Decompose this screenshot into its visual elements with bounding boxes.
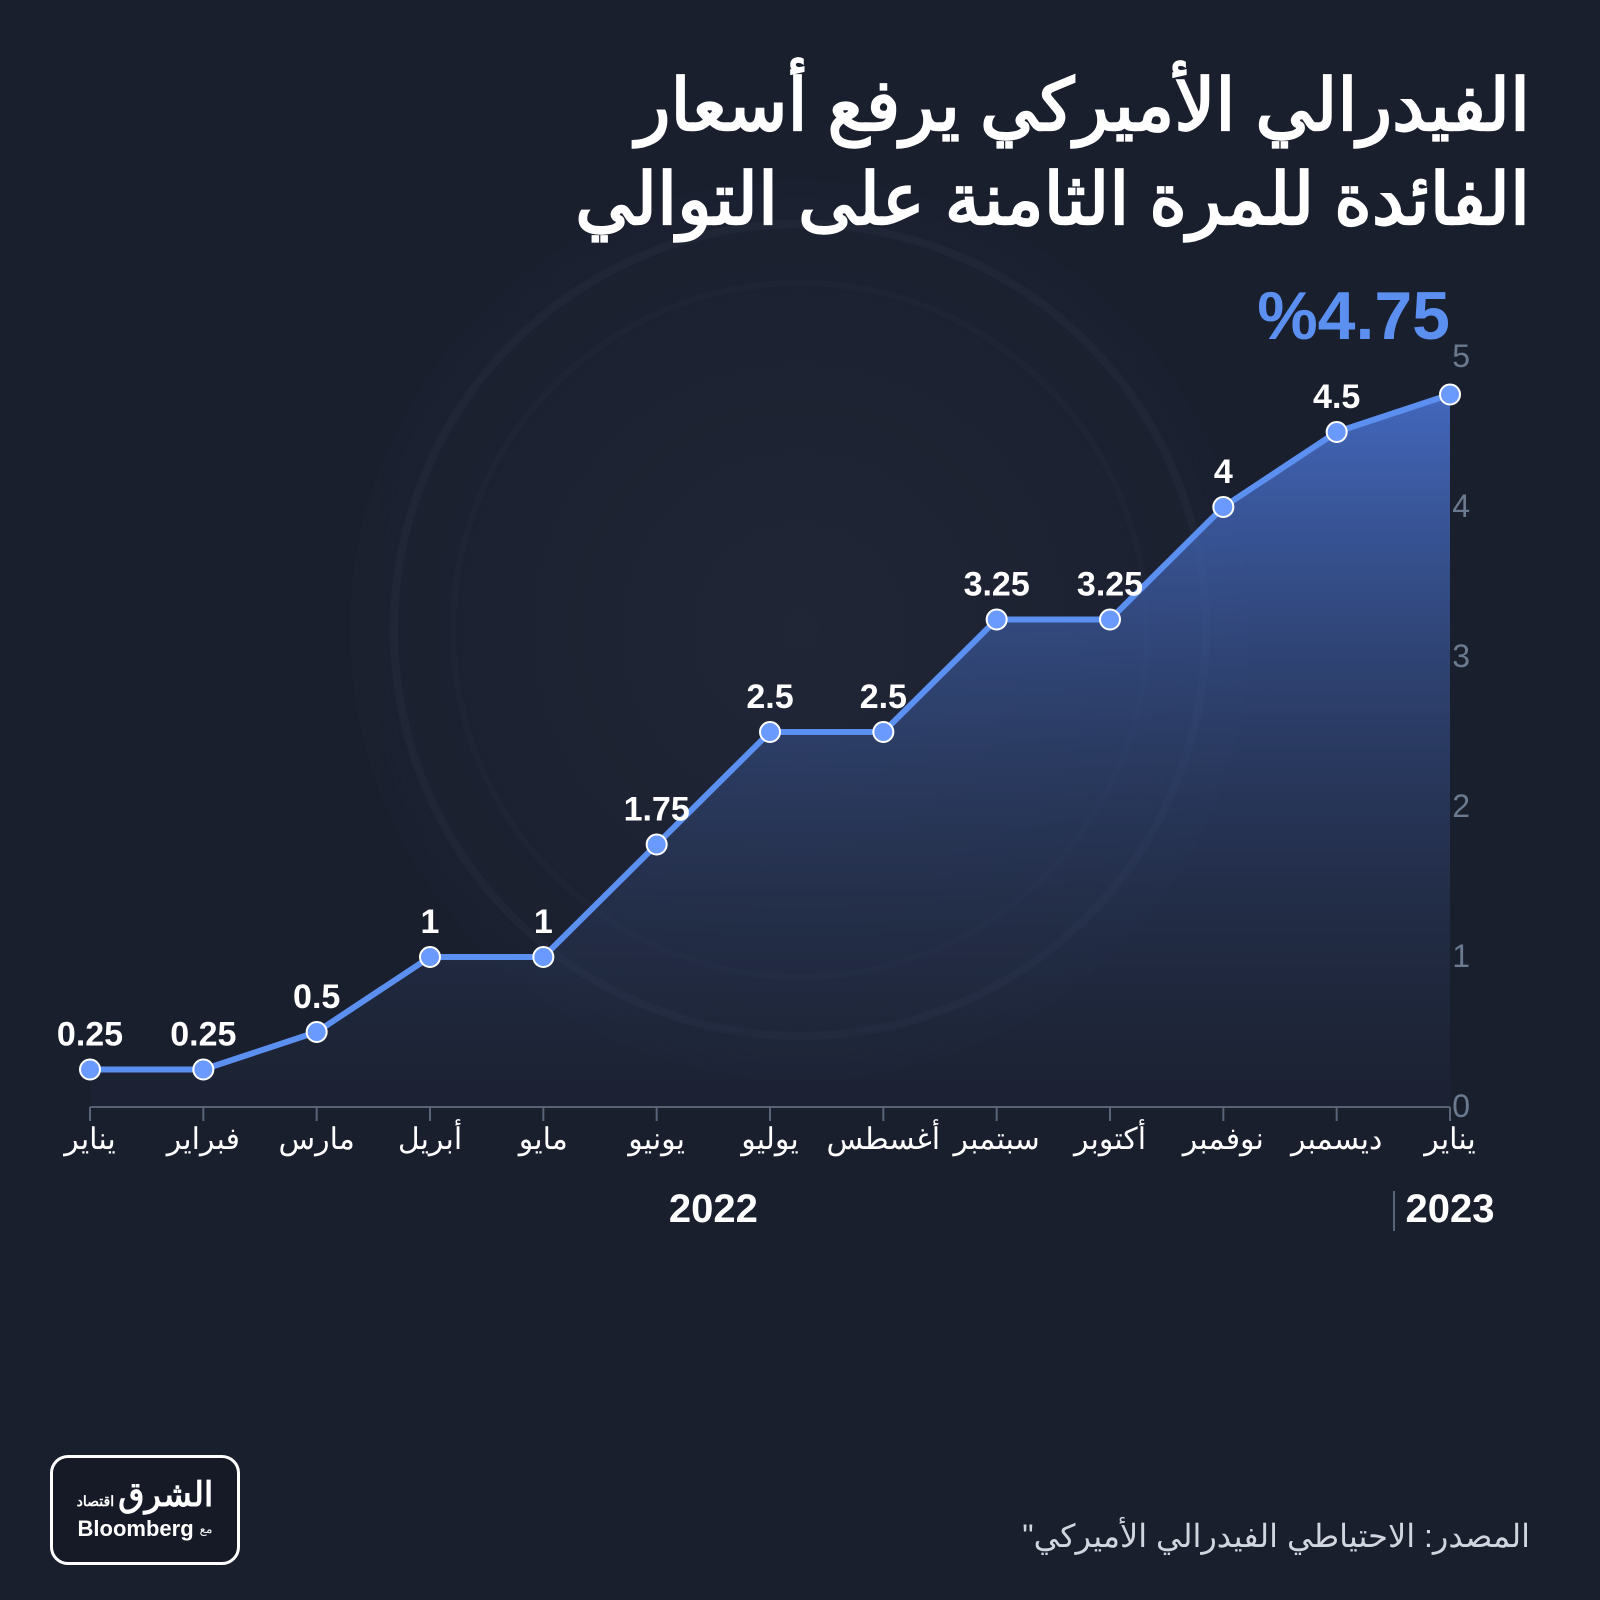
y-tick-label: 4 (1452, 488, 1470, 524)
data-point (1327, 422, 1347, 442)
data-point-label: 1 (534, 903, 553, 941)
data-point (987, 610, 1007, 630)
data-point (80, 1060, 100, 1080)
year-labels-row: 2022 2023 (90, 1187, 1450, 1247)
x-axis-month-label: يناير (64, 1122, 115, 1157)
data-point-label: 4.5 (1313, 378, 1360, 416)
data-point (873, 722, 893, 742)
y-tick-label: 5 (1452, 338, 1470, 374)
chart-area: %4.75 0.25 0.25 0.5 1 1 1.75 2.5 2.5 3.25 3.25 4 4.… (40, 267, 1560, 1287)
source-text: المصدر: الاحتياطي الفيدرالي الأميركي" (1022, 1517, 1530, 1555)
data-point (647, 835, 667, 855)
data-point-label: 0.25 (57, 1016, 123, 1054)
data-point-label: 3.25 (964, 566, 1030, 604)
data-point-label: 4 (1214, 453, 1233, 491)
data-point-label: 2.5 (860, 678, 907, 716)
data-point (307, 1022, 327, 1042)
x-axis-month-label: يناير (1424, 1122, 1475, 1157)
chart-title: الفيدرالي الأميركي يرفع أسعار الفائدة لل… (40, 60, 1560, 247)
y-tick-label: 2 (1452, 788, 1470, 824)
x-axis-month-label: نوفمبر (1183, 1122, 1264, 1157)
x-axis-month-label: مارس (278, 1122, 354, 1157)
data-point (533, 947, 553, 967)
logo-partner-row: Bloomberg مع (78, 1516, 213, 1542)
data-point-label: 1.75 (624, 791, 690, 829)
x-axis-month-label: ديسمبر (1291, 1122, 1382, 1157)
year-2022-label: 2022 (669, 1187, 758, 1232)
data-point (760, 722, 780, 742)
data-point (193, 1060, 213, 1080)
x-axis-labels: ينايرفبرايرمارسأبريلمايويونيويوليوأغسطسس… (90, 1122, 1450, 1172)
highlight-value: %4.75 (1257, 277, 1450, 355)
data-point (1440, 385, 1460, 405)
year-2023-label: 2023 (1406, 1187, 1495, 1232)
title-line-2: الفائدة للمرة الثامنة على التوالي (575, 160, 1530, 240)
x-axis-month-label: سبتمبر (954, 1122, 1040, 1157)
logo-brand: الشرق (118, 1478, 213, 1512)
x-axis-month-label: مايو (519, 1122, 568, 1157)
infographic-container: الفيدرالي الأميركي يرفع أسعار الفائدة لل… (0, 0, 1600, 1600)
x-axis-month-label: أبريل (398, 1122, 462, 1157)
logo-brand-sub: اقتصاد (77, 1494, 114, 1508)
x-axis-month-label: يونيو (628, 1122, 685, 1157)
data-point-label: 1 (421, 903, 440, 941)
data-point-label: 0.5 (293, 978, 340, 1016)
x-axis-month-label: أكتوبر (1074, 1122, 1146, 1157)
y-tick-label: 1 (1452, 938, 1470, 974)
x-axis-month-label: يوليو (741, 1122, 799, 1157)
data-point (1100, 610, 1120, 630)
x-axis-month-label: فبراير (167, 1122, 240, 1157)
data-point (1213, 497, 1233, 517)
year-divider (1393, 1191, 1395, 1231)
data-point-label: 3.25 (1077, 566, 1143, 604)
x-axis-month-label: أغسطس (827, 1122, 941, 1157)
data-point-label: 2.5 (746, 678, 793, 716)
logo-brand-row: الشرق اقتصاد (77, 1478, 214, 1512)
title-line-1: الفيدرالي الأميركي يرفع أسعار (636, 66, 1530, 146)
brand-logo: الشرق اقتصاد Bloomberg مع (50, 1455, 240, 1565)
y-tick-label: 3 (1452, 638, 1470, 674)
data-point-label: 0.25 (170, 1016, 236, 1054)
data-point (420, 947, 440, 967)
y-tick-label: 0 (1452, 1088, 1470, 1124)
logo-partner: Bloomberg (78, 1516, 194, 1542)
logo-with: مع (200, 1522, 213, 1536)
